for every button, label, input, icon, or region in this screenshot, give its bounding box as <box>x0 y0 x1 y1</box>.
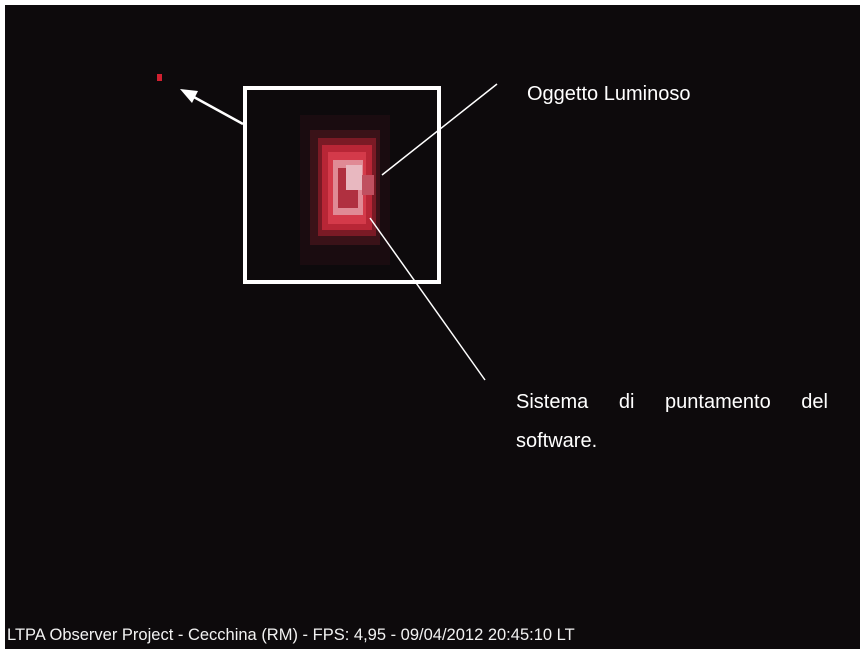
annotation-layer <box>0 0 865 649</box>
arrow-shaft <box>192 96 243 124</box>
arrow-head <box>180 89 198 103</box>
distant-object <box>157 74 162 81</box>
camera-frame: Oggetto Luminoso Sistema di puntamento d… <box>0 0 865 649</box>
footer-caption: LTPA Observer Project - Cecchina (RM) - … <box>7 626 575 645</box>
pointer-label: Sistema di puntamento del software. <box>516 383 828 461</box>
zoomed-object <box>300 115 390 265</box>
object-label: Oggetto Luminoso <box>527 83 690 106</box>
leader-line <box>370 218 485 380</box>
